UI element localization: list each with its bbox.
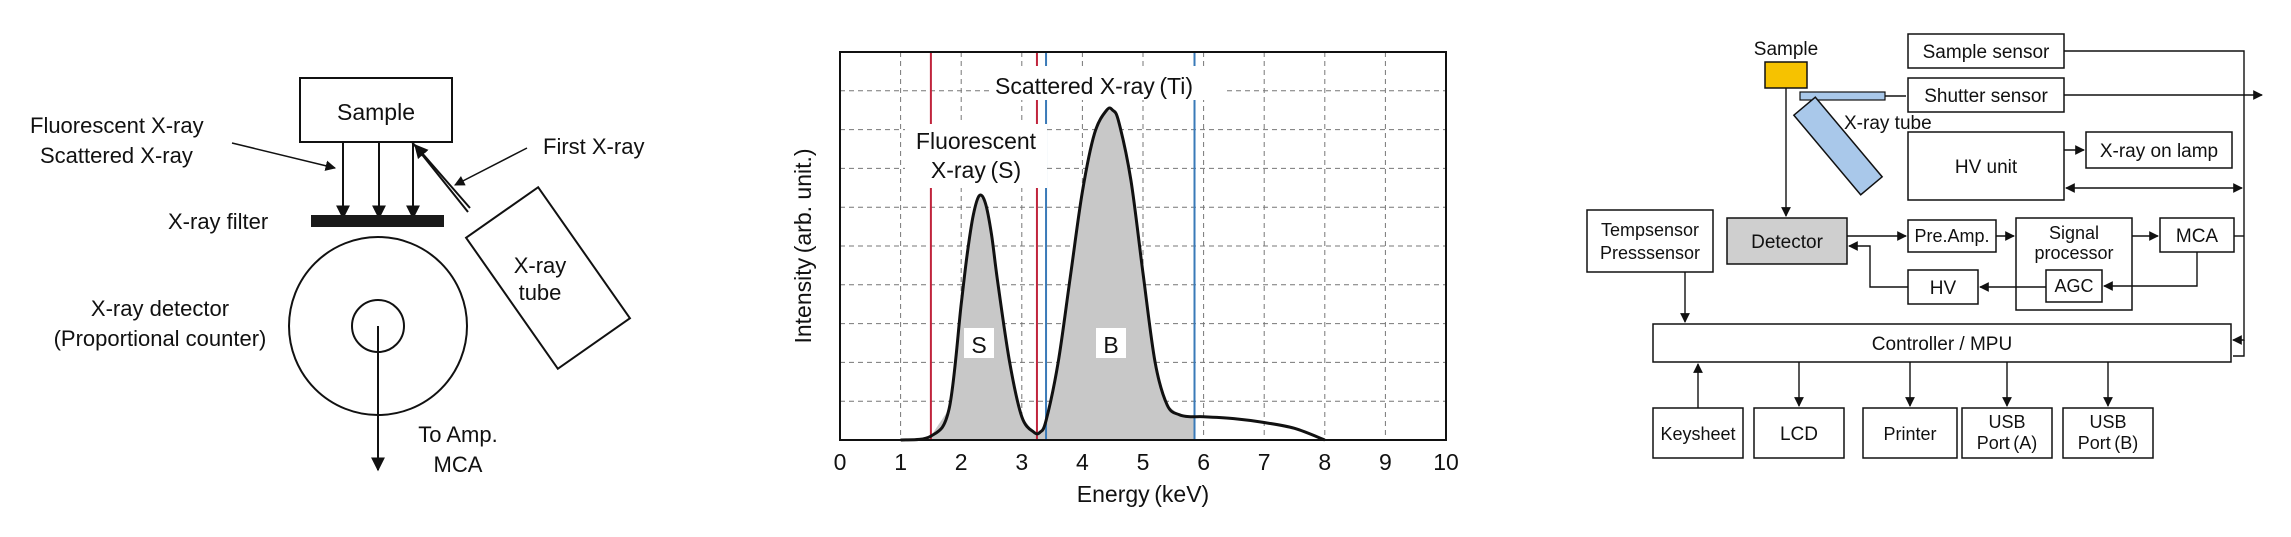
sample-sensor-label: Sample sensor bbox=[1923, 42, 2050, 63]
x-tick-label: 2 bbox=[955, 449, 968, 475]
x-tick-label: 6 bbox=[1197, 449, 1210, 475]
usb-b-label: USB bbox=[2089, 412, 2126, 432]
fluorescent-leader bbox=[231, 142, 337, 171]
usb-a-label: USB bbox=[1988, 412, 2025, 432]
sample-sensor-box bbox=[1907, 33, 2065, 69]
first-xray-leader bbox=[454, 147, 528, 186]
controller-label: Controller / MPU bbox=[1872, 334, 2012, 355]
x-tick-labels: 0 1 2 3 4 5 6 7 8 9 10 bbox=[834, 449, 1459, 475]
scattered-xray-label: Scattered X-ray bbox=[40, 143, 193, 168]
controller-box bbox=[1652, 323, 2232, 363]
detector-block-label: Detector bbox=[1751, 232, 1823, 253]
peak-label-b: B bbox=[1103, 332, 1118, 358]
pre-amp-box bbox=[1907, 219, 1997, 253]
spectrum-area-fill bbox=[930, 110, 1195, 440]
scattered-annotation-bg bbox=[992, 66, 1226, 100]
sample-block bbox=[1764, 61, 1808, 89]
x-tick-label: 9 bbox=[1379, 449, 1392, 475]
scattered-annotation: Scattered X-ray (Ti) bbox=[995, 73, 1193, 99]
xray-tube-block bbox=[1792, 96, 1884, 196]
agc-box bbox=[2045, 269, 2103, 303]
agc-label: AGC bbox=[2054, 276, 2093, 296]
printer-box bbox=[1862, 407, 1958, 459]
fluorescent-xray-label: Fluorescent X-ray bbox=[30, 113, 204, 138]
block-connectors bbox=[1680, 50, 2263, 408]
scatter-ray bbox=[411, 141, 469, 213]
hv-unit-label: HV unit bbox=[1955, 157, 2018, 178]
keysheet-label: Keysheet bbox=[1660, 424, 1735, 444]
first-xray-ray bbox=[414, 143, 471, 209]
to-amp-label-line2: MCA bbox=[434, 452, 483, 477]
sample-block-label: Sample bbox=[1754, 39, 1818, 60]
tempsensor-box bbox=[1586, 209, 1714, 273]
spectrum-chart: 0 1 2 3 4 5 6 7 8 9 10 S B Scattered X-ray (Ti) Fl… bbox=[790, 51, 1459, 507]
xray-tube-label-line1: X-ray bbox=[514, 253, 567, 278]
x-axis-label: Energy (keV) bbox=[1077, 481, 1209, 507]
xray-tube-block-label: X-ray tube bbox=[1844, 113, 1932, 134]
peak-s-label-bg bbox=[964, 328, 994, 358]
to-amp-label-line1: To Amp. bbox=[418, 422, 497, 447]
x-tick-label: 5 bbox=[1137, 449, 1150, 475]
hv-label: HV bbox=[1930, 278, 1957, 299]
mca-label: MCA bbox=[2176, 226, 2219, 247]
xray-tube-label-line2: tube bbox=[519, 280, 562, 305]
xray-filter-label: X-ray filter bbox=[168, 209, 268, 234]
x-tick-label: 7 bbox=[1258, 449, 1271, 475]
usb-b-port-label: Port (B) bbox=[2078, 433, 2139, 453]
x-tick-label: 8 bbox=[1318, 449, 1331, 475]
presssensor-label: Presssensor bbox=[1600, 243, 1700, 263]
energy-marker-lines bbox=[929, 52, 1196, 440]
fluorescent-annotation-line2: X-ray (S) bbox=[931, 157, 1021, 183]
x-tick-label: 10 bbox=[1433, 449, 1459, 475]
xray-filter-bar bbox=[311, 215, 444, 227]
usb-a-port-label: Port (A) bbox=[1977, 433, 2038, 453]
plot-frame bbox=[839, 51, 1447, 441]
block-diagram: Sample X-ray tube Sample sensor Shutter … bbox=[1586, 33, 2263, 459]
hv-box bbox=[1907, 269, 1979, 305]
fluorescent-annotation-line1: Fluorescent bbox=[916, 128, 1037, 154]
xrf-principle-diagram: Sample Fluorescent X-ray Scattered X-ray… bbox=[30, 77, 644, 477]
lcd-label: LCD bbox=[1780, 424, 1818, 445]
pre-amp-label: Pre.Amp. bbox=[1914, 226, 1989, 246]
fluorescent-annotation-bg bbox=[905, 124, 1047, 188]
xray-on-lamp-box bbox=[2085, 131, 2233, 169]
x-tick-label: 0 bbox=[834, 449, 847, 475]
keysheet-box bbox=[1652, 407, 1744, 459]
sample-label: Sample bbox=[337, 99, 415, 125]
printer-label: Printer bbox=[1883, 424, 1936, 444]
xray-on-lamp-label: X-ray on lamp bbox=[2100, 141, 2218, 162]
shutter-sensor-label: Shutter sensor bbox=[1924, 86, 2048, 107]
signal-label: Signal bbox=[2049, 223, 2099, 243]
lcd-box bbox=[1753, 407, 1845, 459]
peak-label-s: S bbox=[971, 332, 986, 358]
detector-label-line1: X-ray detector bbox=[91, 296, 229, 321]
tempsensor-label: Tempsensor bbox=[1601, 220, 1699, 240]
x-tick-label: 1 bbox=[894, 449, 907, 475]
hv-unit-box bbox=[1907, 131, 2065, 201]
spectrum-line bbox=[900, 106, 1326, 442]
detector-box bbox=[1726, 217, 1848, 265]
usb-b-box bbox=[2062, 407, 2154, 459]
first-xray-label: First X-ray bbox=[543, 134, 644, 159]
y-axis-label: Intensity (arb. unit.) bbox=[790, 148, 816, 343]
usb-a-box bbox=[1961, 407, 2053, 459]
peak-b-label-bg bbox=[1096, 328, 1126, 358]
x-tick-label: 4 bbox=[1076, 449, 1089, 475]
sample-box bbox=[299, 77, 453, 143]
detector-label-line2: (Proportional counter) bbox=[54, 326, 267, 351]
xray-tube-box bbox=[464, 185, 632, 371]
x-tick-label: 3 bbox=[1015, 449, 1028, 475]
processor-label: processor bbox=[2034, 243, 2113, 263]
